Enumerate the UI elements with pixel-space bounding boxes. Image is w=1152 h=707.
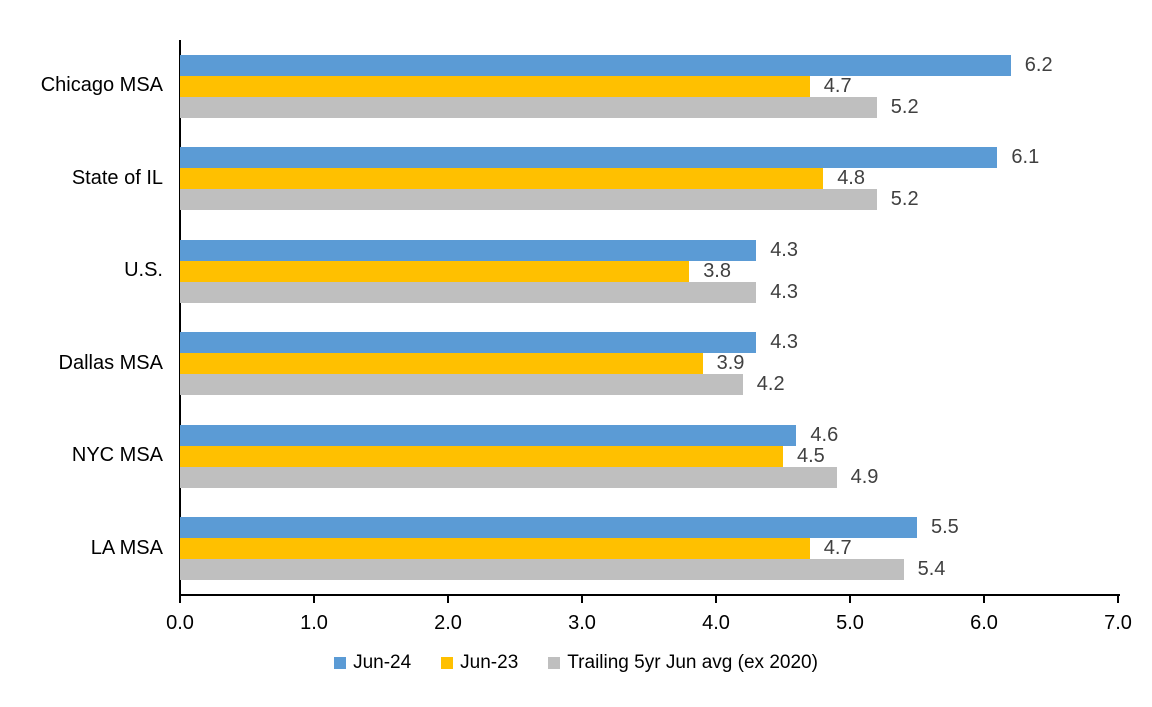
category-label: Dallas MSA bbox=[58, 351, 163, 374]
category-label: Chicago MSA bbox=[40, 74, 163, 97]
x-axis-tick-label: 7.0 bbox=[1104, 612, 1132, 634]
legend: Jun-24 Jun-23 Trailing 5yr Jun avg (ex 202… bbox=[0, 652, 1152, 674]
x-axis-tick bbox=[581, 595, 583, 603]
category-label: State of IL bbox=[71, 166, 163, 189]
bar-jun-23 bbox=[180, 538, 810, 560]
bar-jun-23 bbox=[180, 260, 690, 282]
category-label: NYC MSA bbox=[71, 444, 163, 467]
bar-trailing-5yr-jun-avg-ex-2020- bbox=[180, 96, 877, 118]
data-label: 6.2 bbox=[1024, 53, 1053, 76]
bar-jun-24 bbox=[180, 239, 757, 261]
x-axis-line bbox=[179, 594, 1120, 596]
x-axis-tick-label: 5.0 bbox=[836, 612, 864, 634]
legend-item-jun-23: Jun-23 bbox=[441, 652, 518, 674]
legend-label: Jun-24 bbox=[353, 652, 412, 673]
x-axis-tick-label: 2.0 bbox=[434, 612, 462, 634]
legend-label: Trailing 5yr Jun avg (ex 2020) bbox=[567, 652, 818, 673]
data-label: 4.3 bbox=[770, 331, 798, 354]
data-label: 4.7 bbox=[823, 537, 852, 560]
data-label: 4.3 bbox=[770, 280, 798, 303]
bar-jun-23 bbox=[180, 168, 824, 190]
data-label: 5.2 bbox=[890, 95, 919, 118]
data-label: 5.5 bbox=[931, 516, 959, 539]
bar-jun-24 bbox=[180, 147, 998, 169]
data-label: 4.9 bbox=[850, 465, 879, 488]
x-axis-tick bbox=[447, 595, 449, 603]
category-label: U.S. bbox=[124, 259, 163, 282]
data-label: 4.8 bbox=[837, 167, 865, 190]
bar-trailing-5yr-jun-avg-ex-2020- bbox=[180, 374, 743, 396]
x-axis-tick-label: 1.0 bbox=[300, 612, 328, 634]
bar-jun-24 bbox=[180, 424, 797, 446]
bar-jun-24 bbox=[180, 517, 917, 539]
bar-jun-24 bbox=[180, 332, 757, 354]
data-label: 4.6 bbox=[810, 423, 839, 446]
category-label: LA MSA bbox=[90, 536, 163, 559]
data-label: 4.7 bbox=[823, 74, 852, 97]
data-label: 3.9 bbox=[716, 352, 745, 375]
legend-swatch-icon bbox=[441, 657, 454, 669]
legend-item-jun-24: Jun-24 bbox=[334, 652, 411, 674]
data-label: 6.1 bbox=[1011, 146, 1040, 169]
x-axis-tick bbox=[1117, 595, 1119, 603]
legend-label: Jun-23 bbox=[460, 652, 519, 673]
bar-trailing-5yr-jun-avg-ex-2020- bbox=[180, 466, 837, 488]
bar-trailing-5yr-jun-avg-ex-2020- bbox=[180, 559, 904, 581]
x-axis-tick bbox=[849, 595, 851, 603]
x-axis-tick bbox=[179, 595, 181, 603]
bar-trailing-5yr-jun-avg-ex-2020- bbox=[180, 189, 877, 211]
x-axis-tick-label: 0.0 bbox=[166, 612, 194, 634]
data-label: 5.2 bbox=[890, 188, 919, 211]
x-axis-tick bbox=[983, 595, 985, 603]
data-label: 4.2 bbox=[756, 373, 785, 396]
legend-swatch-icon bbox=[334, 657, 347, 669]
bar-jun-23 bbox=[180, 445, 783, 467]
legend-swatch-icon bbox=[548, 657, 561, 669]
legend-item-trailing-5yr-jun-avg-ex-2020-: Trailing 5yr Jun avg (ex 2020) bbox=[548, 652, 818, 674]
data-label: 3.8 bbox=[703, 259, 731, 282]
bar-jun-23 bbox=[180, 353, 703, 375]
x-axis-tick bbox=[313, 595, 315, 603]
data-label: 4.3 bbox=[770, 238, 798, 261]
data-label: 5.4 bbox=[917, 558, 946, 581]
bar-jun-24 bbox=[180, 54, 1011, 76]
x-axis-tick-label: 6.0 bbox=[970, 612, 998, 634]
x-axis-tick-label: 3.0 bbox=[568, 612, 596, 634]
x-axis-tick bbox=[715, 595, 717, 603]
data-label: 4.5 bbox=[797, 444, 825, 467]
x-axis-tick-label: 4.0 bbox=[702, 612, 730, 634]
bar-trailing-5yr-jun-avg-ex-2020- bbox=[180, 281, 757, 303]
bar-jun-23 bbox=[180, 75, 810, 97]
y-axis-line bbox=[179, 40, 181, 603]
